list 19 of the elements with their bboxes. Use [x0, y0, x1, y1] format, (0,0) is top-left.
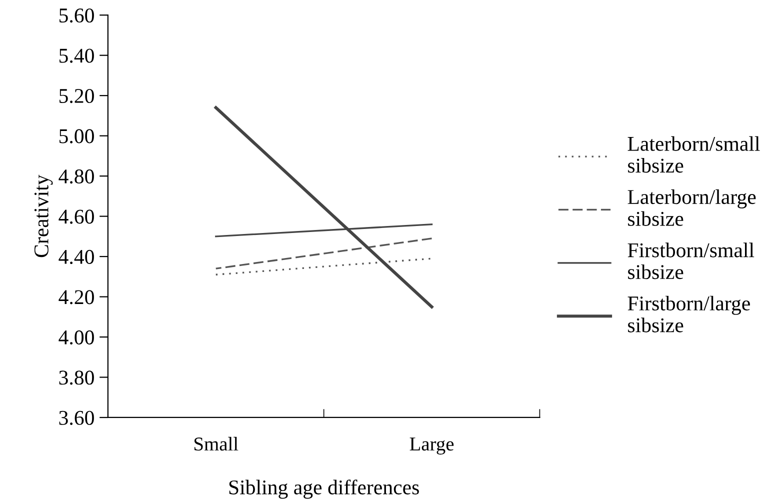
legend-label: Firstborn/small sibsize [628, 242, 754, 280]
y-tick-label: 4.60 [58, 210, 94, 224]
y-tick-label: 4.80 [58, 169, 94, 184]
y-tick-label: 3.80 [59, 370, 94, 385]
legend-label: Laterborn/large sibsize [628, 189, 756, 226]
y-tick-label: 5.20 [60, 88, 94, 104]
y-tick-label: 5.40 [60, 48, 94, 63]
y-tick-label: 4.20 [58, 290, 94, 304]
x-tick-label: Small [194, 436, 238, 451]
y-tick-label: 3.60 [59, 410, 94, 426]
y-tick-label: 4.40 [58, 250, 94, 264]
legend-label: Laterborn/small sibsize [628, 136, 760, 173]
y-tick-label: 4.00 [58, 330, 94, 345]
y-tick-label: 5.60 [60, 8, 94, 23]
x-tick-label: Large [410, 438, 454, 455]
y-tick-label: 5.00 [60, 129, 94, 144]
y-axis-title: Creativity [34, 174, 53, 258]
x-axis-title: Sibling age differences [229, 480, 419, 499]
legend-label: Firstborn/large sibsize [628, 296, 750, 332]
